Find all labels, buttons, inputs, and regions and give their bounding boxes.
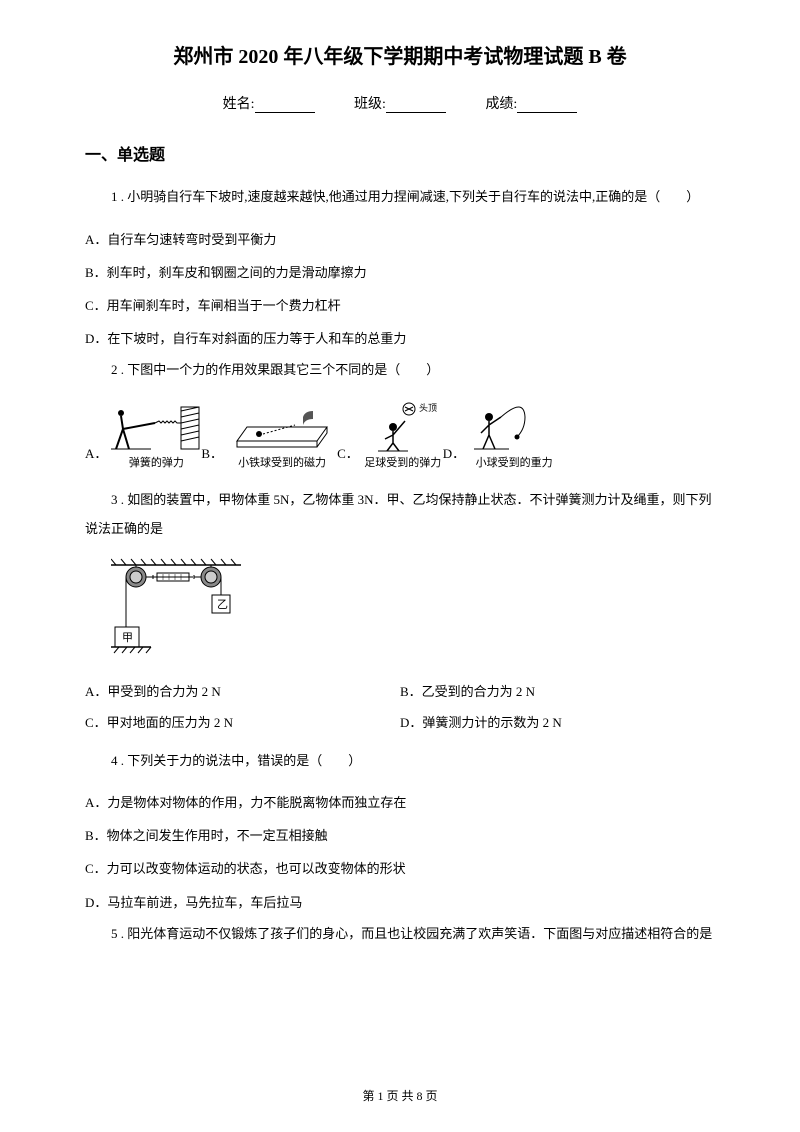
student-info-row: 姓名: 班级: 成绩: xyxy=(85,93,715,113)
class-field: 班级: xyxy=(354,93,446,113)
q2-c-caption: 足球受到的弹力 xyxy=(364,454,441,470)
q2-option-b: B． 小铁球受到的磁力 xyxy=(201,399,337,470)
class-label: 班级: xyxy=(354,97,386,112)
name-blank xyxy=(255,99,315,113)
svg-text:乙: 乙 xyxy=(217,598,228,611)
q2-d-label: D． xyxy=(443,443,465,470)
q2-a-label: A． xyxy=(85,443,107,470)
q2-option-d: D． 小球受到的重力 xyxy=(443,399,559,470)
gravity-force-icon xyxy=(469,399,559,454)
q4-stem: 4 . 下列关于力的说法中，错误的是（ ） xyxy=(85,747,715,776)
section-1-header: 一、单选题 xyxy=(85,141,715,165)
q2-b-label: B． xyxy=(201,443,223,470)
q4-option-a: A．力是物体对物体的作用，力不能脱离物体而独立存在 xyxy=(85,787,715,818)
q4-option-c: C．力可以改变物体运动的状态，也可以改变物体的形状 xyxy=(85,853,715,884)
q1-option-d: D．在下坡时，自行车对斜面的压力等于人和车的总重力 xyxy=(85,323,715,354)
q4-option-b: B．物体之间发生作用时，不一定互相接触 xyxy=(85,820,715,851)
q1-option-a: A．自行车匀速转弯时受到平衡力 xyxy=(85,224,715,255)
q3-option-d: D．弹簧测力计的示数为 2 N xyxy=(400,707,715,738)
svg-text:甲: 甲 xyxy=(122,632,133,644)
q1-option-b: B．刹车时，刹车皮和钢圈之间的力是滑动摩擦力 xyxy=(85,257,715,288)
q3-diagram: 乙 甲 xyxy=(111,557,715,662)
score-label: 成绩: xyxy=(485,97,517,112)
q2-b-caption: 小铁球受到的磁力 xyxy=(238,454,326,470)
q3-option-c: C．甲对地面的压力为 2 N xyxy=(85,707,400,738)
page-title: 郑州市 2020 年八年级下学期期中考试物理试题 B 卷 xyxy=(85,40,715,69)
q2-a-caption: 弹簧的弹力 xyxy=(129,454,184,470)
q2-options-row: A． 弹簧的弹力 B． 小铁球受到的磁力 xyxy=(85,399,715,470)
q3-option-b: B．乙受到的合力为 2 N xyxy=(400,676,715,707)
q4-option-d: D．马拉车前进，马先拉车，车后拉马 xyxy=(85,887,715,918)
score-field: 成绩: xyxy=(485,93,577,113)
q3-stem: 3 . 如图的装置中，甲物体重 5N，乙物体重 3N．甲、乙均保持静止状态．不计… xyxy=(85,486,715,543)
q2-c-label: C． xyxy=(337,443,359,470)
q1-stem: 1 . 小明骑自行车下坡时,速度越来越快,他通过用力捏闸减速,下列关于自行车的说… xyxy=(85,183,715,212)
q3-option-a: A．甲受到的合力为 2 N xyxy=(85,676,400,707)
score-blank xyxy=(517,99,577,113)
spring-force-icon xyxy=(111,399,201,454)
football-force-icon: 头顶 xyxy=(363,399,443,454)
name-field: 姓名: xyxy=(223,93,315,113)
q2-stem: 2 . 下图中一个力的作用效果跟其它三个不同的是（ ） xyxy=(85,356,715,385)
q2-option-a: A． 弹簧的弹力 xyxy=(85,399,201,470)
q5-stem: 5 . 阳光体育运动不仅锻炼了孩子们的身心，而且也让校园充满了欢声笑语．下面图与… xyxy=(85,920,715,949)
magnet-force-icon xyxy=(227,399,337,454)
class-blank xyxy=(386,99,446,113)
q1-option-c: C．用车闸刹车时，车闸相当于一个费力杠杆 xyxy=(85,290,715,321)
svg-text:头顶: 头顶 xyxy=(419,403,437,413)
page-footer: 第 1 页 共 8 页 xyxy=(0,1087,800,1104)
name-label: 姓名: xyxy=(223,97,255,112)
q2-d-caption: 小球受到的重力 xyxy=(476,454,553,470)
q2-option-c: C． 头顶 足球受到的弹力 xyxy=(337,399,443,470)
q3-options: A．甲受到的合力为 2 N B．乙受到的合力为 2 N C．甲对地面的压力为 2… xyxy=(85,676,715,738)
